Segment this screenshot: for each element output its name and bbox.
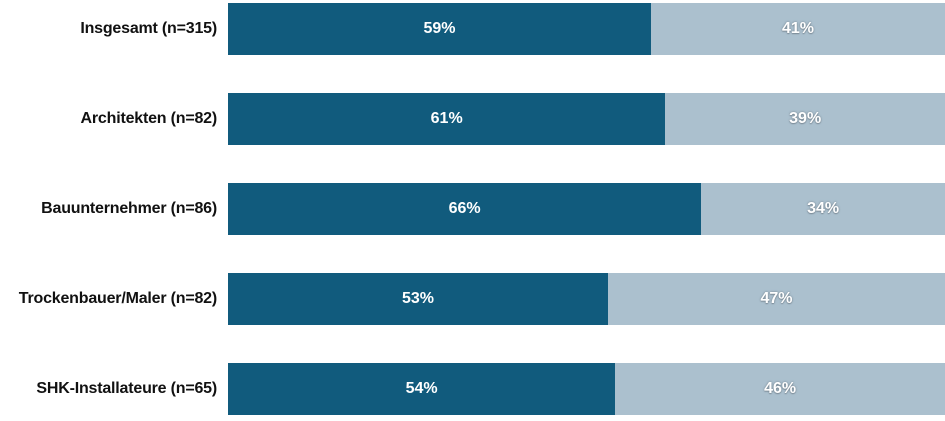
category-label: Insgesamt (n=315) <box>80 20 217 37</box>
bar-segment-secondary: 47% <box>608 273 945 325</box>
bar-segment-secondary: 46% <box>615 363 945 415</box>
bar-value-label: 47% <box>760 290 793 307</box>
bar-segment-secondary: 34% <box>701 183 945 235</box>
bar-segment-secondary: 39% <box>665 93 945 145</box>
chart-row: Insgesamt (n=315) 59% 41% <box>0 3 945 55</box>
bar-value-label: 54% <box>405 380 438 397</box>
bar-track: 59% 41% <box>228 3 945 55</box>
chart-row: Trockenbauer/Maler (n=82) 53% 47% <box>0 273 945 325</box>
bar-track: 54% 46% <box>228 363 945 415</box>
bar-track: 66% 34% <box>228 183 945 235</box>
chart-row: SHK-Installateure (n=65) 54% 46% <box>0 363 945 415</box>
bar-track: 53% 47% <box>228 273 945 325</box>
category-label: Architekten (n=82) <box>80 110 218 127</box>
bar-value-label: 59% <box>423 20 456 37</box>
bar-value-label: 53% <box>401 290 435 307</box>
category-label: SHK-Installateure (n=65) <box>36 380 217 397</box>
chart-row: Architekten (n=82) 61% 39% <box>0 93 945 145</box>
bar-value-label: 46% <box>764 380 797 397</box>
bar-value-label: 39% <box>789 110 822 127</box>
bar-segment-primary: 54% <box>228 363 616 415</box>
bar-segment-primary: 61% <box>228 93 666 145</box>
bar-segment-primary: 53% <box>228 273 608 325</box>
bar-segment-primary: 59% <box>228 3 652 55</box>
bar-value-label: 34% <box>807 200 840 217</box>
bar-value-label: 61% <box>430 110 463 127</box>
bar-segment-secondary: 41% <box>651 3 945 55</box>
bar-track: 61% 39% <box>228 93 945 145</box>
chart-row: Bauunternehmer (n=86) 66% 34% <box>0 183 945 235</box>
bar-value-label: 66% <box>448 200 481 217</box>
bar-value-label: 41% <box>781 20 815 37</box>
category-label: Bauunternehmer (n=86) <box>41 200 217 217</box>
bar-segment-primary: 66% <box>228 183 702 235</box>
category-label: Trockenbauer/Maler (n=82) <box>18 290 217 307</box>
